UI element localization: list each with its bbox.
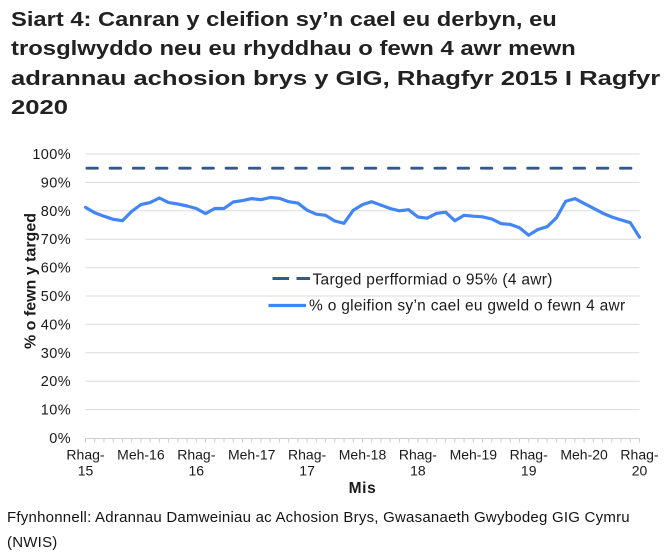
svg-text:60%: 60% (41, 261, 71, 277)
svg-text:Mis: Mis (349, 480, 377, 497)
svg-text:Rhag-: Rhag- (399, 446, 437, 462)
svg-text:90%: 90% (41, 175, 71, 191)
svg-text:40%: 40% (41, 317, 71, 333)
svg-text:20%: 20% (41, 374, 71, 390)
svg-text:Meh-19: Meh-19 (450, 446, 498, 462)
svg-text:15: 15 (78, 463, 94, 479)
svg-text:% o gleifion sy’n cael eu gwel: % o gleifion sy’n cael eu gweld o fewn 4… (309, 297, 625, 314)
svg-text:Rhag-: Rhag- (66, 446, 104, 462)
svg-text:10%: 10% (41, 403, 71, 419)
svg-text:30%: 30% (41, 346, 71, 362)
svg-text:Targed perfformiad o 95% (4 aw: Targed perfformiad o 95% (4 awr) (313, 272, 553, 289)
svg-text:70%: 70% (41, 232, 71, 248)
svg-text:0%: 0% (49, 431, 71, 447)
svg-text:% o fewn y targed: % o fewn y targed (23, 213, 40, 349)
svg-text:19: 19 (521, 463, 537, 479)
svg-text:17: 17 (299, 463, 315, 479)
svg-text:Rhag-: Rhag- (620, 446, 658, 462)
svg-text:Meh-18: Meh-18 (339, 446, 387, 462)
svg-text:Meh-17: Meh-17 (228, 446, 276, 462)
svg-text:18: 18 (410, 463, 426, 479)
svg-text:Rhag-: Rhag- (177, 446, 215, 462)
svg-text:100%: 100% (32, 147, 71, 163)
svg-text:80%: 80% (41, 204, 71, 220)
svg-text:50%: 50% (41, 289, 71, 305)
svg-text:Meh-16: Meh-16 (117, 446, 165, 462)
svg-text:Meh-20: Meh-20 (560, 446, 608, 462)
svg-text:20: 20 (632, 463, 648, 479)
svg-text:Rhag-: Rhag- (510, 446, 548, 462)
svg-text:Rhag-: Rhag- (288, 446, 326, 462)
svg-text:16: 16 (189, 463, 205, 479)
